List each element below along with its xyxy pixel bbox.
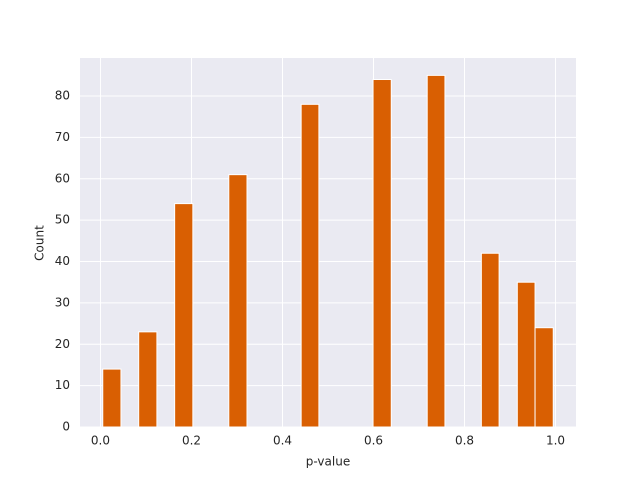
x-tick-label: 0.0 [91,434,110,448]
y-tick-label: 10 [55,378,70,392]
x-tick-label: 0.2 [182,434,201,448]
y-tick-label: 30 [55,295,70,309]
x-tick-label: 1.0 [546,434,565,448]
bar [138,331,158,428]
y-tick-label: 70 [55,130,70,144]
x-axis-label: p-value [306,455,350,469]
x-tick-label: 0.4 [273,434,292,448]
y-tick-label: 80 [55,89,70,103]
bar [372,79,392,428]
bar [534,327,554,428]
x-tick-label: 0.8 [455,434,474,448]
x-tick-label: 0.6 [364,434,383,448]
bar [300,103,320,428]
bar [174,203,194,428]
y-tick-label: 40 [55,254,70,268]
y-tick-label: 50 [55,213,70,227]
bar [228,174,248,428]
y-axis-label: Count [33,225,47,261]
bar [426,74,446,428]
bar [516,281,536,428]
y-tick-label: 0 [62,420,70,434]
bar [480,252,500,428]
y-tick-label: 20 [55,337,70,351]
bar [102,368,122,428]
y-tick-label: 60 [55,171,70,185]
